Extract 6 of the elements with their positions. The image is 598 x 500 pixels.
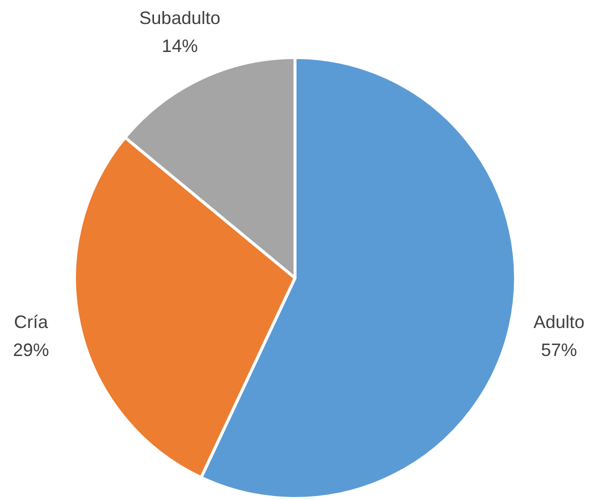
data-label: 14%: [162, 36, 198, 56]
slice-label: Cría: [14, 312, 49, 332]
data-label: 29%: [13, 340, 50, 360]
slice-label: Subadulto: [139, 8, 220, 28]
slice-label: Adulto: [533, 312, 585, 332]
data-label: 57%: [540, 340, 577, 360]
